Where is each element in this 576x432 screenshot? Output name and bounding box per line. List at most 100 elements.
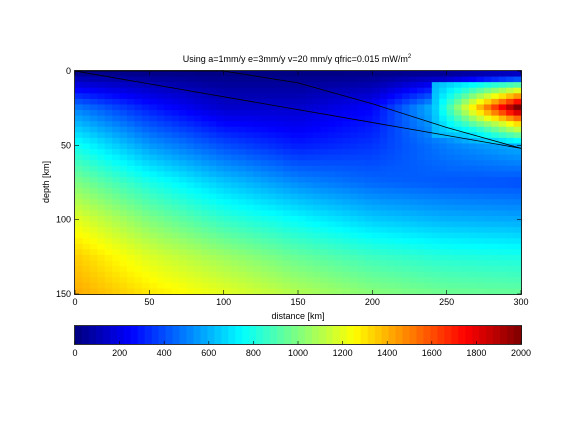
heatmap-cell <box>506 227 515 234</box>
heatmap-cell <box>245 82 254 89</box>
heatmap-cell <box>387 110 396 117</box>
heatmap-cell <box>193 160 202 167</box>
heatmap-cell <box>431 160 440 167</box>
heatmap-cell <box>327 193 336 200</box>
heatmap-cell <box>424 93 433 100</box>
heatmap-cell <box>75 243 84 250</box>
heatmap-cell <box>387 193 396 200</box>
heatmap-cell <box>283 171 292 178</box>
heatmap-cell <box>290 271 299 278</box>
heatmap-cell <box>357 254 366 262</box>
heatmap-cell <box>491 271 500 278</box>
heatmap-cell <box>402 210 411 217</box>
heatmap-cell <box>312 227 321 234</box>
heatmap-cell <box>208 87 217 94</box>
heatmap-cell <box>439 110 448 117</box>
heatmap-cell <box>498 87 507 94</box>
heatmap-cell <box>223 210 232 217</box>
colorbar-segment <box>109 326 118 344</box>
heatmap-cell <box>290 98 299 106</box>
heatmap-cell <box>238 93 247 100</box>
heatmap-cell <box>431 232 440 239</box>
heatmap-cell <box>454 121 463 128</box>
heatmap-cell <box>141 93 150 100</box>
heatmap-cell <box>476 165 485 172</box>
heatmap-cell <box>424 121 433 128</box>
heatmap-cell <box>193 210 202 217</box>
heatmap-cell <box>379 182 388 189</box>
heatmap-cell <box>134 249 143 256</box>
heatmap-cell <box>461 182 470 189</box>
heatmap-cell <box>424 288 433 295</box>
heatmap-cell <box>498 143 507 150</box>
heatmap-cell <box>141 160 150 167</box>
heatmap-cell <box>104 98 113 106</box>
heatmap-cell <box>208 282 217 290</box>
heatmap-cell <box>402 93 411 100</box>
heatmap-cell <box>164 160 173 167</box>
heatmap-cell <box>223 87 232 94</box>
heatmap-cell <box>201 215 210 223</box>
heatmap-cell <box>186 154 195 161</box>
heatmap-cell <box>253 115 262 122</box>
heatmap-cell <box>402 249 411 256</box>
heatmap-cell <box>342 154 351 161</box>
heatmap-cell <box>431 199 440 206</box>
heatmap-cell <box>320 176 329 184</box>
heatmap-cell <box>402 232 411 239</box>
heatmap-cell <box>379 288 388 295</box>
heatmap-cell <box>424 110 433 117</box>
heatmap-cell <box>468 282 477 290</box>
heatmap-cell <box>112 76 121 83</box>
heatmap-cell <box>179 82 188 89</box>
heatmap-cell <box>268 149 277 156</box>
heatmap-cell <box>134 154 143 161</box>
heatmap-cell <box>416 160 425 167</box>
heatmap-cell <box>298 188 307 195</box>
heatmap-cell <box>431 82 440 89</box>
heatmap-cell <box>364 98 373 106</box>
heatmap-cell <box>320 271 329 278</box>
heatmap-cell <box>112 271 121 278</box>
heatmap-cell <box>149 176 158 184</box>
heatmap-cell <box>424 137 433 145</box>
heatmap-cell <box>506 277 515 284</box>
heatmap-cell <box>409 249 418 256</box>
heatmap-cell <box>179 215 188 223</box>
heatmap-cell <box>82 271 91 278</box>
heatmap-cell <box>119 93 128 100</box>
heatmap-cell <box>141 121 150 128</box>
heatmap-cell <box>260 282 269 290</box>
heatmap-cell <box>149 238 158 245</box>
heatmap-cell <box>491 288 500 295</box>
colorbar-segment <box>500 326 508 344</box>
heatmap-cell <box>298 143 307 150</box>
heatmap-cell <box>290 154 299 161</box>
heatmap-cell <box>342 238 351 245</box>
heatmap-cell <box>75 249 84 256</box>
heatmap-cell <box>491 210 500 217</box>
heatmap-cell <box>223 160 232 167</box>
heatmap-cell <box>216 271 225 278</box>
heatmap-cell <box>305 82 314 89</box>
heatmap-cell <box>149 165 158 172</box>
heatmap-cell <box>357 171 366 178</box>
heatmap-cell <box>439 204 448 211</box>
heatmap-cell <box>461 277 470 284</box>
heatmap-cell <box>357 204 366 211</box>
heatmap-cell <box>305 238 314 245</box>
heatmap-cell <box>439 154 448 161</box>
heatmap-cell <box>461 171 470 178</box>
heatmap-cell <box>424 154 433 161</box>
heatmap-cell <box>476 149 485 156</box>
heatmap-cell <box>305 266 314 273</box>
heatmap-cell <box>89 266 98 273</box>
heatmap-cell <box>357 215 366 223</box>
heatmap-cell <box>119 160 128 167</box>
heatmap-cell <box>513 238 522 245</box>
colorbar-segment <box>507 326 515 344</box>
heatmap-cell <box>327 149 336 156</box>
heatmap-cell <box>193 76 202 83</box>
heatmap-cell <box>402 221 411 228</box>
